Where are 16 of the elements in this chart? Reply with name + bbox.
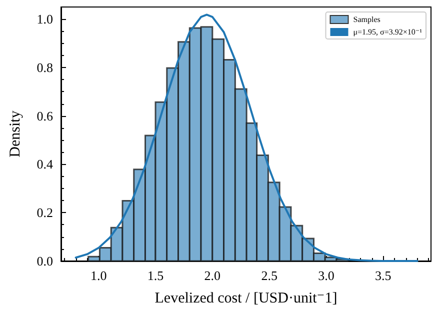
x-tick-label: 3.5 [375, 268, 392, 283]
legend-label: Samples [353, 15, 380, 24]
y-tick-label: 1.0 [36, 12, 53, 27]
x-tick-label: 1.5 [147, 268, 164, 283]
y-tick-label: 0.0 [36, 254, 53, 268]
y-tick-label: 0.2 [36, 205, 53, 220]
x-tick-label: 2.0 [204, 268, 221, 283]
y-axis-title: Density [8, 110, 24, 158]
y-tick-label: 0.6 [36, 108, 54, 124]
legend-label: μ=1.95, σ=3.92×10⁻¹ [353, 28, 423, 36]
y-tick-label: 0.4 [36, 156, 54, 172]
x-tick-label: 3.0 [318, 268, 334, 283]
x-tick-label: 2.5 [261, 268, 278, 283]
x-tick-label: 1.0 [90, 268, 107, 283]
x-axis-title: Levelized cost / [USD·unit⁻1] [154, 290, 338, 306]
y-tick-label: 0.8 [36, 60, 53, 75]
